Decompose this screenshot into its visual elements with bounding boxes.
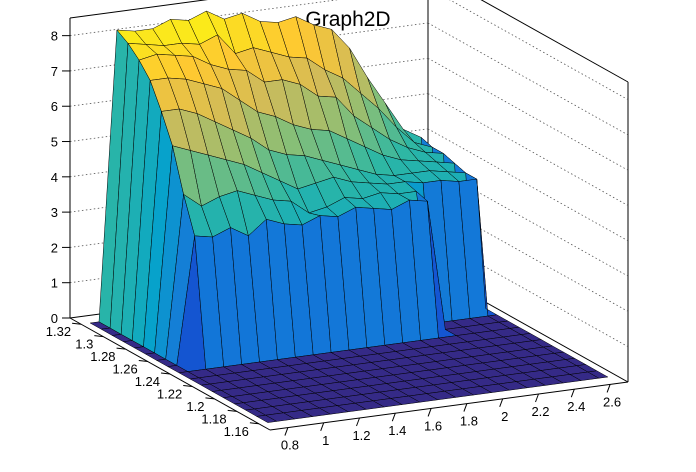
y-tick-mark	[72, 322, 82, 325]
z-axis-ticks: 0 1 2 3 4 5 6 7 8	[51, 29, 70, 326]
x-tick-label: 2.6	[603, 394, 621, 409]
z-tick-label: 3	[51, 205, 58, 220]
y-tick-mark	[227, 409, 237, 412]
y-tick-mark	[116, 347, 126, 350]
x-tick-mark	[356, 417, 360, 427]
y-tick-label: 1.26	[112, 362, 137, 377]
x-tick-mark	[427, 408, 432, 417]
z-tick-label: 2	[51, 240, 58, 255]
x-tick-label: 1.6	[424, 418, 442, 433]
y-tick-label: 1.24	[135, 374, 160, 389]
y-tick-label: 1.22	[157, 386, 182, 401]
y-tick-label: 1.16	[224, 424, 249, 439]
y-tick-mark	[205, 397, 215, 400]
y-tick-mark	[249, 422, 259, 425]
x-tick-mark	[606, 384, 611, 393]
x-tick-mark	[499, 398, 504, 407]
grid-line	[449, 0, 629, 100]
x-tick-mark	[463, 403, 468, 412]
x-axis-ticks: 0.8 1 1.2 1.4 1.6 1.8 2 2.2 2.4 2.6	[281, 384, 621, 453]
x-tick-label: 2	[501, 409, 508, 424]
x-tick-mark	[570, 389, 575, 398]
z-tick-label: 4	[51, 170, 58, 185]
x-tick-label: 1	[322, 433, 329, 448]
y-tick-label: 1.2	[186, 399, 204, 414]
z-tick-label: 8	[51, 29, 58, 44]
y-tick-mark	[183, 384, 193, 387]
grid-line	[69, 0, 339, 37]
surface-cell	[587, 370, 609, 379]
y-tick-label: 1.28	[90, 349, 115, 364]
y-tick-label: 1.32	[46, 324, 71, 339]
x-tick-label: 1.4	[388, 423, 406, 438]
z-tick-label: 5	[51, 135, 58, 150]
x-tick-label: 1.2	[352, 428, 370, 443]
x-tick-mark	[320, 422, 325, 431]
frame-edge	[480, 0, 629, 83]
y-tick-label: 1.18	[201, 411, 226, 426]
x-tick-mark	[284, 427, 289, 436]
z-tick-label: 7	[51, 64, 58, 79]
x-tick-label: 1.8	[460, 414, 478, 429]
z-tick-label: 6	[51, 99, 58, 114]
y-tick-mark	[138, 360, 148, 363]
y-axis-ticks: 1.161.181.2 1.221.241.261.281.3 1.32	[46, 322, 259, 439]
surface-mesh	[89, 10, 609, 423]
z-tick-label: 0	[51, 311, 58, 326]
y-tick-mark	[160, 372, 171, 375]
grid-line	[427, 22, 629, 136]
x-tick-label: 0.8	[281, 438, 299, 453]
x-tick-mark	[535, 393, 539, 403]
y-tick-mark	[94, 335, 104, 338]
y-tick-label: 1.3	[75, 337, 93, 352]
z-tick-label: 1	[51, 276, 58, 291]
x-axis-line	[269, 381, 629, 431]
x-tick-label: 2.4	[567, 399, 585, 414]
grid-line	[427, 57, 629, 171]
x-tick-label: 2.2	[531, 404, 549, 419]
frame-edge	[69, 0, 209, 19]
chart-title: Graph2D	[305, 8, 390, 31]
x-tick-mark	[391, 413, 396, 422]
